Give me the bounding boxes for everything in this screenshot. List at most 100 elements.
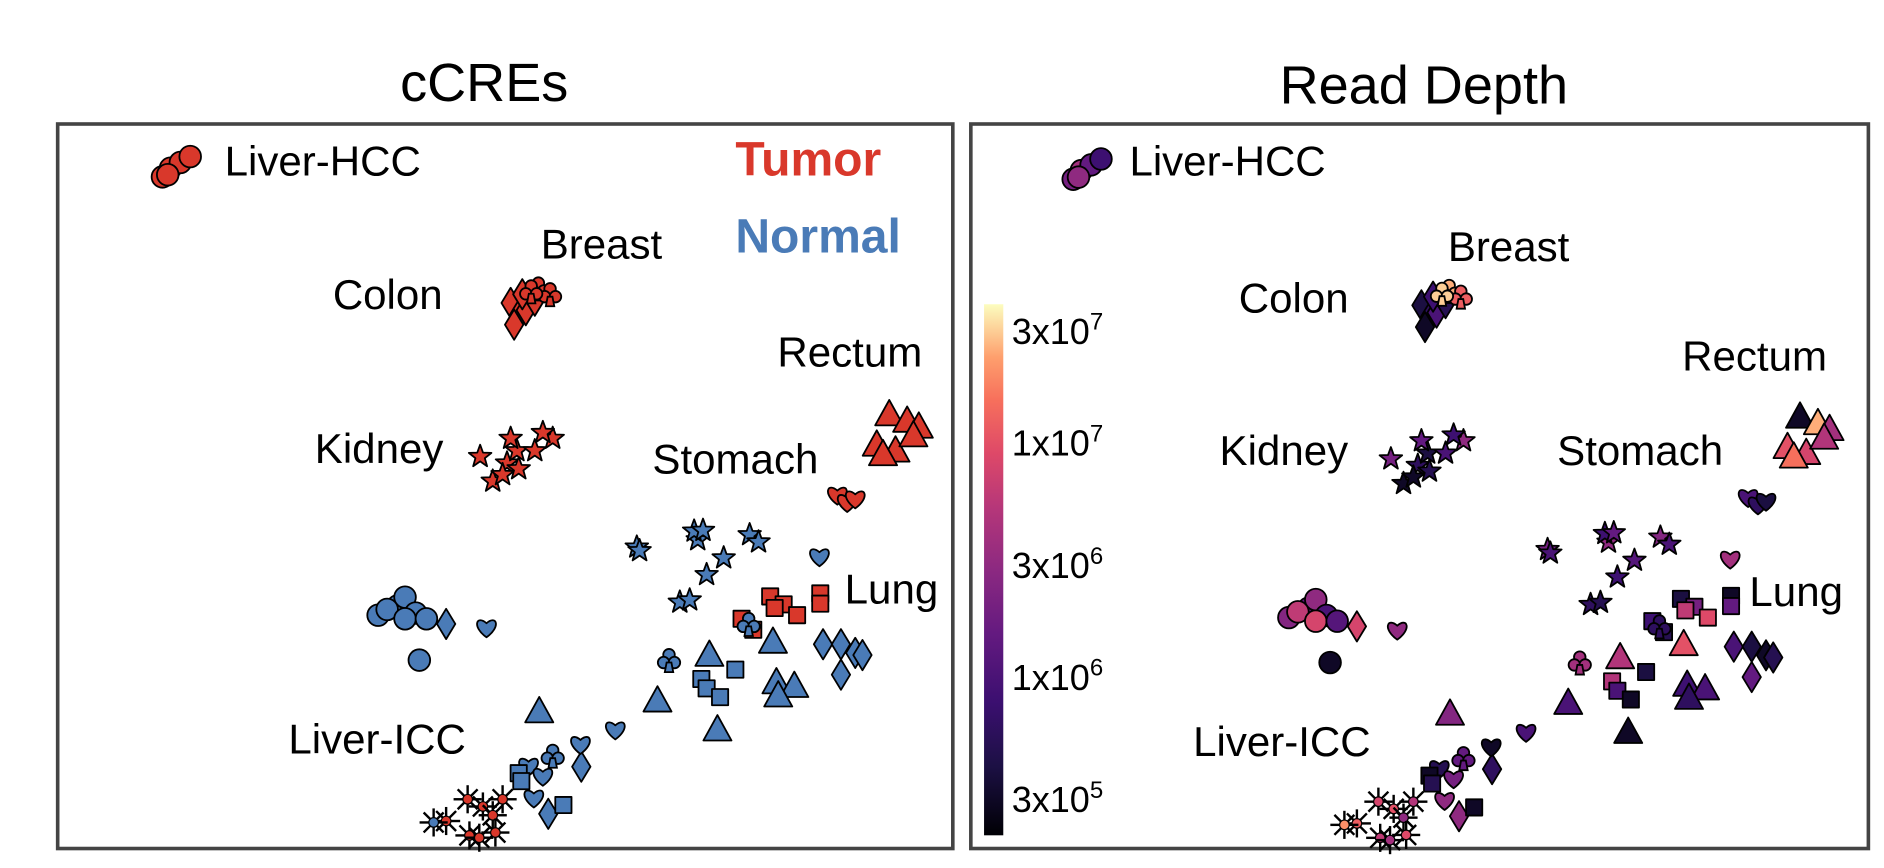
point-liver-normal: [393, 607, 417, 631]
colorbar-tick-label: 1x107: [1012, 420, 1104, 463]
cluster-label-lung: Lung: [845, 565, 939, 612]
point-rectum-normal: [524, 696, 555, 724]
point-breast-normal: [1567, 650, 1592, 676]
point-rectum-normal: [694, 639, 725, 667]
point-liver-normal: [375, 597, 399, 622]
point-lung-tumor: [788, 606, 807, 625]
point-rectum-tumor: [1785, 401, 1815, 429]
cluster-label-liver-hcc: Liver-HCC: [225, 138, 421, 185]
point-lung-normal: [1465, 798, 1484, 817]
cluster-label-kidney: Kidney: [1220, 427, 1349, 474]
point-liver-icc-tumor: [1389, 803, 1418, 832]
left-points: [150, 144, 934, 852]
point-stomach-normal: [809, 548, 830, 568]
point-liver-hcc-tumor: [1066, 165, 1091, 189]
point-kidney-tumor: [1441, 422, 1466, 446]
point-colon-normal: [812, 628, 834, 661]
point-rectum-normal: [779, 670, 810, 698]
legend-normal: Normal: [735, 210, 901, 264]
point-kidney-normal: [711, 545, 736, 569]
point-colon-normal: [436, 607, 457, 641]
point-rectum-normal: [642, 685, 673, 713]
point-rectum-tumor: [868, 438, 898, 467]
point-colon-normal: [571, 750, 592, 783]
point-lung-tumor: [1676, 601, 1695, 620]
colorbar-ticks: 3x105 1x106 3x106 1x107 3x107: [1012, 309, 1104, 821]
cluster-label-breast: Breast: [541, 221, 663, 268]
point-kidney-normal: [677, 587, 702, 611]
legend-tumor: Tumor: [735, 133, 881, 187]
point-kidney-tumor: [1378, 446, 1404, 470]
right-points: [1061, 147, 1845, 855]
point-kidney-normal: [627, 537, 652, 562]
cluster-label-kidney: Kidney: [315, 425, 444, 472]
point-rectum-normal: [757, 626, 788, 654]
point-kidney-normal: [694, 561, 719, 586]
point-rectum-tumor: [874, 399, 905, 427]
right-panel-frame: [969, 122, 1871, 851]
point-liver-hcc-tumor: [1089, 147, 1113, 171]
point-breast-normal: [656, 648, 682, 674]
point-stomach-normal: [476, 619, 497, 639]
point-kidney-tumor: [522, 438, 547, 462]
point-rectum-normal: [763, 680, 794, 708]
colorbar-tick-label: 3x105: [1012, 777, 1104, 820]
point-kidney-tumor: [1401, 464, 1426, 488]
point-kidney-tumor: [506, 456, 531, 480]
cluster-label-stomach: Stomach: [1557, 427, 1723, 474]
point-kidney-tumor: [1405, 452, 1431, 476]
point-breast-normal: [736, 611, 761, 637]
point-liver-normal: [414, 607, 439, 631]
point-kidney-tumor: [467, 443, 493, 468]
point-lung-tumor: [1698, 608, 1717, 627]
point-stomach-normal: [1719, 550, 1741, 570]
point-breast-tumor: [1429, 281, 1455, 307]
point-liver-normal: [1318, 650, 1342, 675]
cluster-label-rectum: Rectum: [1682, 332, 1827, 379]
point-colon-normal: [1481, 753, 1503, 786]
point-lung-normal: [726, 660, 745, 679]
point-liver-icc-normal: [419, 808, 448, 837]
point-breast-tumor: [537, 282, 563, 308]
point-kidney-normal: [746, 529, 771, 553]
point-breast-normal: [540, 743, 565, 769]
point-rectum-tumor: [898, 420, 929, 448]
point-stomach-normal: [1434, 792, 1455, 811]
point-breast-tumor: [1448, 284, 1473, 310]
point-kidney-normal: [1622, 547, 1647, 571]
point-breast-normal: [1451, 746, 1476, 772]
point-kidney-normal: [690, 517, 716, 541]
point-colon-normal: [852, 639, 873, 672]
point-kidney-normal: [1588, 589, 1613, 613]
point-rectum-tumor: [1809, 422, 1840, 450]
point-kidney-normal: [1601, 520, 1626, 544]
point-kidney-tumor: [490, 461, 515, 486]
point-lung-tumor: [765, 598, 784, 617]
point-liver-icc-tumor: [481, 818, 510, 847]
point-liver-icc-tumor: [478, 801, 507, 830]
point-rectum-normal: [1674, 682, 1704, 710]
colorbar-tick-label: 1x106: [1012, 655, 1104, 698]
point-lung-normal: [711, 688, 730, 707]
point-colon-tumor: [1414, 311, 1436, 344]
point-stomach-normal: [532, 767, 554, 787]
point-kidney-tumor: [530, 419, 556, 444]
point-kidney-tumor: [1417, 458, 1442, 482]
point-lung-tumor: [811, 594, 830, 613]
point-lung-normal: [512, 772, 531, 791]
cluster-label-rectum: Rectum: [777, 329, 922, 376]
colorbar-tick-label: 3x106: [1012, 543, 1104, 586]
point-stomach-normal: [1443, 770, 1464, 790]
point-colon-normal: [538, 797, 559, 830]
cluster-label-lung: Lung: [1749, 568, 1843, 615]
point-kidney-tumor: [494, 450, 520, 474]
point-rectum-normal: [1613, 716, 1644, 744]
cluster-labels: Liver-HCC Breast Colon Rectum Kidney Stomach L…: [225, 138, 1843, 765]
right-panel-title: Read Depth: [1280, 56, 1568, 116]
point-stomach-normal: [523, 789, 545, 809]
point-rectum-normal: [1605, 641, 1636, 670]
point-rectum-normal: [702, 714, 733, 742]
point-rectum-tumor: [1778, 441, 1809, 469]
point-colon-normal: [830, 658, 852, 691]
